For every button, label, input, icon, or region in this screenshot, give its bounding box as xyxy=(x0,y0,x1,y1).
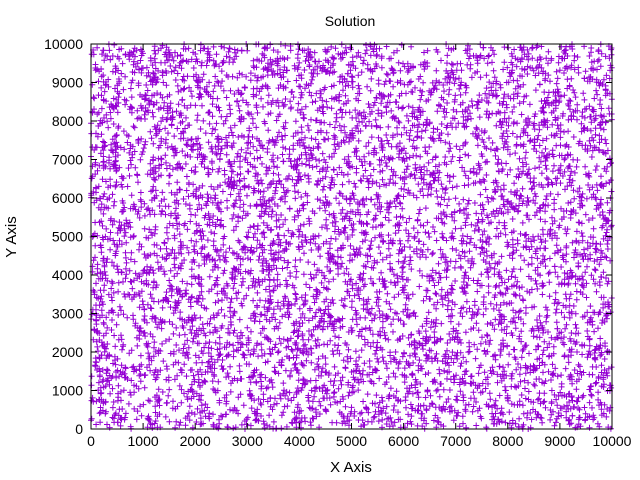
chart-title: Solution xyxy=(325,13,376,29)
scatter-point-markers xyxy=(88,41,615,432)
x-tick-label: 9000 xyxy=(544,433,575,449)
x-tick-label: 4000 xyxy=(284,433,315,449)
y-tick-label: 0 xyxy=(75,421,83,437)
y-axis-ticks: 0 1000 2000 3000 4000 5000 6000 7000 8000 9000 100… xyxy=(44,36,612,437)
y-tick-label: 9000 xyxy=(52,75,83,91)
x-tick-label: 7000 xyxy=(440,433,471,449)
x-tick-label: 3000 xyxy=(232,433,263,449)
y-tick-label: 7000 xyxy=(52,152,83,168)
x-axis-label: X Axis xyxy=(330,459,372,476)
y-tick-label: 4000 xyxy=(52,267,83,283)
x-tick-label: 5000 xyxy=(336,433,367,449)
x-tick-label: 6000 xyxy=(388,433,419,449)
y-tick-label: 6000 xyxy=(52,190,83,206)
y-tick-label: 10000 xyxy=(44,36,83,52)
x-axis-ticks: 0 1000 2000 3000 4000 5000 6000 7000 8000 9000 100… xyxy=(87,44,632,449)
x-tick-label: 10000 xyxy=(593,433,632,449)
y-tick-label: 3000 xyxy=(52,306,83,322)
x-tick-label: 1000 xyxy=(128,433,159,449)
x-tick-label: 8000 xyxy=(492,433,523,449)
x-tick-label: 2000 xyxy=(180,433,211,449)
y-axis-label: Y Axis xyxy=(3,216,20,257)
x-tick-label: 0 xyxy=(87,433,95,449)
y-tick-label: 5000 xyxy=(52,229,83,245)
data-points xyxy=(88,41,615,432)
y-tick-label: 2000 xyxy=(52,344,83,360)
y-tick-label: 8000 xyxy=(52,113,83,129)
y-tick-label: 1000 xyxy=(52,383,83,399)
